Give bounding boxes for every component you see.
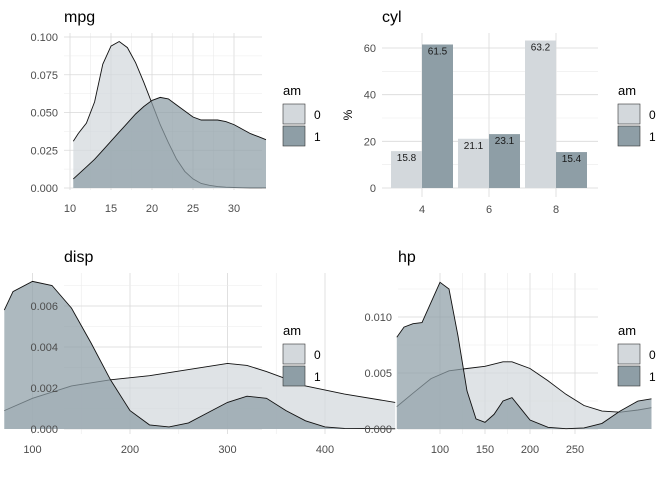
legend-title: am xyxy=(283,83,301,98)
legend-label-0: 0 xyxy=(314,108,321,122)
bar-data-label: 23.1 xyxy=(495,136,515,147)
bar-cyl-4-am-0 xyxy=(391,151,422,188)
density-area-am-1 xyxy=(396,282,652,429)
density-area-am-1 xyxy=(4,281,396,429)
bar-data-label: 61.5 xyxy=(428,47,448,58)
y-tick-label: 60 xyxy=(364,43,376,55)
y-tick-label: 0.002 xyxy=(30,383,58,395)
legend-key-0 xyxy=(617,343,641,365)
legend-label-0: 0 xyxy=(314,348,321,362)
legend-key-1 xyxy=(282,365,306,387)
density-line-am-1 xyxy=(3,280,396,430)
x-tick-label: 4 xyxy=(419,204,425,216)
legend-label-1: 1 xyxy=(314,130,321,144)
y-tick-label: 0.075 xyxy=(30,70,58,82)
panel-title: disp xyxy=(64,249,93,266)
legend-label-1: 1 xyxy=(649,130,656,144)
x-tick-label: 250 xyxy=(566,444,584,456)
y-tick-label: 40 xyxy=(364,90,376,102)
x-tick-label: 8 xyxy=(553,204,559,216)
bar-data-label: 15.8 xyxy=(397,153,417,164)
panel-hp: hp 100 150 200 250 0.000 0.005 0.010 am 0 1 xyxy=(364,249,656,456)
legend-key-0 xyxy=(282,343,306,365)
y-axis-label: % xyxy=(341,109,355,120)
panel-title: cyl xyxy=(382,9,402,26)
legend-title: am xyxy=(618,83,636,98)
x-tick-label: 20 xyxy=(146,203,158,215)
y-tick-label: 0.100 xyxy=(30,32,58,44)
legend: am 0 1 xyxy=(282,323,321,387)
bar-data-label: 63.2 xyxy=(531,43,551,54)
legend: am 0 1 xyxy=(282,83,321,147)
x-tick-label: 6 xyxy=(486,204,492,216)
y-tick-label: 0.050 xyxy=(30,108,58,120)
legend: am 0 1 xyxy=(617,83,656,147)
y-tick-label: 0.025 xyxy=(30,145,58,157)
y-tick-label: 0 xyxy=(370,183,376,195)
x-tick-label: 400 xyxy=(316,444,334,456)
legend-label-1: 1 xyxy=(649,370,656,384)
bar-cyl-6-am-1 xyxy=(489,134,520,188)
y-tick-label: 0.000 xyxy=(30,424,58,436)
x-tick-label: 25 xyxy=(187,203,199,215)
legend-title: am xyxy=(618,323,636,338)
legend-label-0: 0 xyxy=(649,348,656,362)
density-line-am-1 xyxy=(396,281,652,430)
y-tick-label: 0.000 xyxy=(364,424,392,436)
panel-disp: disp 100 200 300 400 0.000 0.002 0.004 0.006 am 0 1 xyxy=(3,249,396,456)
bar-cyl-8-am-1 xyxy=(556,152,587,188)
x-tick-label: 15 xyxy=(105,203,117,215)
x-tick-label: 100 xyxy=(23,444,41,456)
y-tick-label: 0.000 xyxy=(30,183,58,195)
y-tick-label: 20 xyxy=(364,136,376,148)
panel-title: mpg xyxy=(64,9,95,26)
legend-label-1: 1 xyxy=(314,370,321,384)
x-tick-label: 200 xyxy=(121,444,139,456)
y-tick-label: 0.004 xyxy=(30,342,58,354)
bar-data-label: 21.1 xyxy=(464,141,484,152)
legend-label-0: 0 xyxy=(649,108,656,122)
legend-key-0 xyxy=(282,103,306,125)
legend: am 0 1 xyxy=(617,323,656,387)
y-tick-label: 0.006 xyxy=(30,301,58,313)
legend-key-1 xyxy=(617,365,641,387)
bar-data-label: 15.4 xyxy=(562,154,582,165)
panel-cyl: cyl 15.8 21.1 63.2 61.5 23.1 15.4 4 6 8 0 20 40 60% am… xyxy=(341,9,656,216)
bar-cyl-8-am-0 xyxy=(525,40,556,189)
y-tick-label: 0.010 xyxy=(364,312,392,324)
bar-cyl-4-am-1 xyxy=(422,44,453,188)
x-tick-label: 150 xyxy=(476,444,494,456)
x-tick-label: 30 xyxy=(228,203,240,215)
panel-title: hp xyxy=(398,249,416,266)
y-tick-label: 0.005 xyxy=(364,368,392,380)
legend-key-1 xyxy=(282,125,306,147)
x-tick-label: 300 xyxy=(218,444,236,456)
legend-title: am xyxy=(283,323,301,338)
density-line-am-1 xyxy=(72,96,267,180)
x-tick-label: 200 xyxy=(521,444,539,456)
legend-key-1 xyxy=(617,125,641,147)
x-tick-label: 10 xyxy=(64,203,76,215)
legend-key-0 xyxy=(617,103,641,125)
bar-cyl-6-am-0 xyxy=(458,138,489,188)
x-tick-label: 100 xyxy=(431,444,449,456)
